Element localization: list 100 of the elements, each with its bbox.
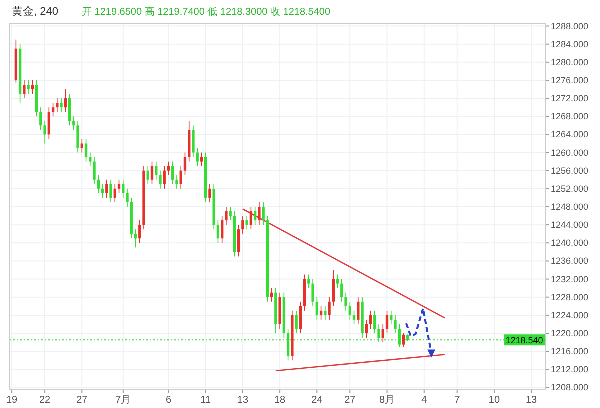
candlestick [320, 306, 323, 320]
candlestick [84, 138, 88, 162]
x-tick-label: 7 [454, 395, 461, 406]
candlestick [192, 125, 195, 158]
candlestick [27, 80, 30, 94]
candlestick [229, 206, 232, 221]
y-tick-label: 1256.000 [551, 166, 589, 176]
candlestick [295, 310, 298, 334]
candlestick [258, 202, 261, 226]
candlestick [97, 174, 100, 194]
y-tick-label: 1216.000 [551, 346, 589, 357]
chart-title: 黄金, 240 [12, 5, 58, 18]
candlestick [254, 206, 257, 226]
candlestick [299, 301, 302, 334]
candlestick [262, 202, 265, 226]
y-tick-label: 1272.000 [551, 94, 589, 104]
candlestick [101, 184, 104, 198]
candlestick [390, 310, 393, 325]
y-tick-label: 1280.000 [551, 57, 589, 68]
candlestick [352, 310, 356, 325]
candlestick [308, 274, 310, 289]
x-tick-label: 8月 [379, 395, 396, 406]
y-tick-label: 1228.000 [551, 292, 589, 302]
y-tick-label: 1208.000 [551, 382, 589, 393]
candlestick [357, 296, 360, 325]
x-tick-label: 13 [526, 395, 538, 406]
candlestick [114, 184, 116, 203]
candlestick [250, 206, 253, 230]
candlestick [369, 310, 372, 330]
candlestick [237, 224, 240, 258]
candlestick [184, 152, 187, 176]
y-tick-label: 1236.000 [551, 256, 589, 266]
candlestick [31, 80, 34, 94]
x-tick-label: 4 [422, 395, 428, 406]
x-tick-label: 19 [6, 395, 18, 406]
y-tick-label: 1244.000 [551, 220, 589, 230]
y-tick-label: 1288.000 [551, 21, 589, 32]
y-tick-label: 1212.000 [551, 364, 589, 375]
candlestick [150, 161, 154, 185]
candlestick [93, 156, 96, 185]
candlestick [374, 310, 376, 334]
candlestick [196, 148, 199, 167]
candlestick [126, 188, 129, 208]
candlestick [328, 296, 331, 320]
x-tick-label: 22 [39, 395, 52, 406]
candlestick [172, 161, 174, 185]
y-tick-label: 1224.000 [551, 310, 589, 320]
candlestick [386, 310, 389, 334]
candlestick [68, 94, 72, 126]
y-tick-label: 1264.000 [551, 130, 589, 140]
x-tick-label: 10 [488, 395, 500, 406]
candlestick [134, 229, 138, 248]
candlestick [155, 161, 158, 180]
candlestick [316, 296, 319, 320]
chart-subtitle: 开 1219.6500 高 1219.7400 低 1218.3000 收 1218.5400 [82, 6, 331, 18]
x-tick-label: 11 [200, 395, 212, 406]
candlestick [242, 216, 244, 235]
candlestick [72, 116, 76, 131]
candlestick [167, 161, 170, 176]
candlestick [270, 288, 274, 302]
candlestick [60, 98, 63, 113]
candlestick [394, 315, 397, 334]
candlestick [89, 152, 92, 167]
candlestick [56, 98, 59, 113]
candlestick [146, 166, 150, 185]
candlestick [348, 301, 352, 320]
candlestick [312, 278, 314, 307]
candlestick [106, 179, 108, 198]
x-tick-label: 6 [166, 395, 172, 406]
y-tick-label: 1276.000 [551, 75, 589, 86]
y-tick-label: 1240.000 [551, 238, 589, 248]
ref-line-label: 1218.540 [506, 336, 544, 346]
y-tick-label: 1220.000 [551, 328, 589, 339]
candlestick [200, 152, 204, 167]
candlestick [110, 179, 112, 203]
candlestick [48, 107, 51, 140]
candlestick [216, 220, 220, 244]
candlestick [225, 206, 228, 226]
candlestick [221, 216, 224, 244]
candlestick [344, 292, 348, 312]
candlestick [52, 102, 55, 118]
candlestick [365, 320, 368, 338]
x-tick-label: 7月 [116, 395, 132, 406]
candlestick [118, 179, 121, 194]
candlestick [340, 278, 344, 302]
candlestick [64, 89, 67, 113]
candlestick [23, 80, 26, 99]
x-tick-label: 27 [344, 395, 356, 406]
candlestick [246, 216, 248, 230]
candlestick [324, 306, 327, 320]
y-tick-label: 1260.000 [551, 148, 589, 158]
candlestick [163, 166, 166, 190]
candlestick [138, 220, 142, 244]
candlestick [76, 120, 80, 154]
y-tick-label: 1252.000 [551, 184, 589, 194]
candlestick [336, 274, 340, 289]
candlestick [402, 333, 406, 348]
candlestick [208, 184, 212, 203]
candlestick [332, 270, 335, 307]
x-tick-label: 13 [237, 395, 249, 406]
